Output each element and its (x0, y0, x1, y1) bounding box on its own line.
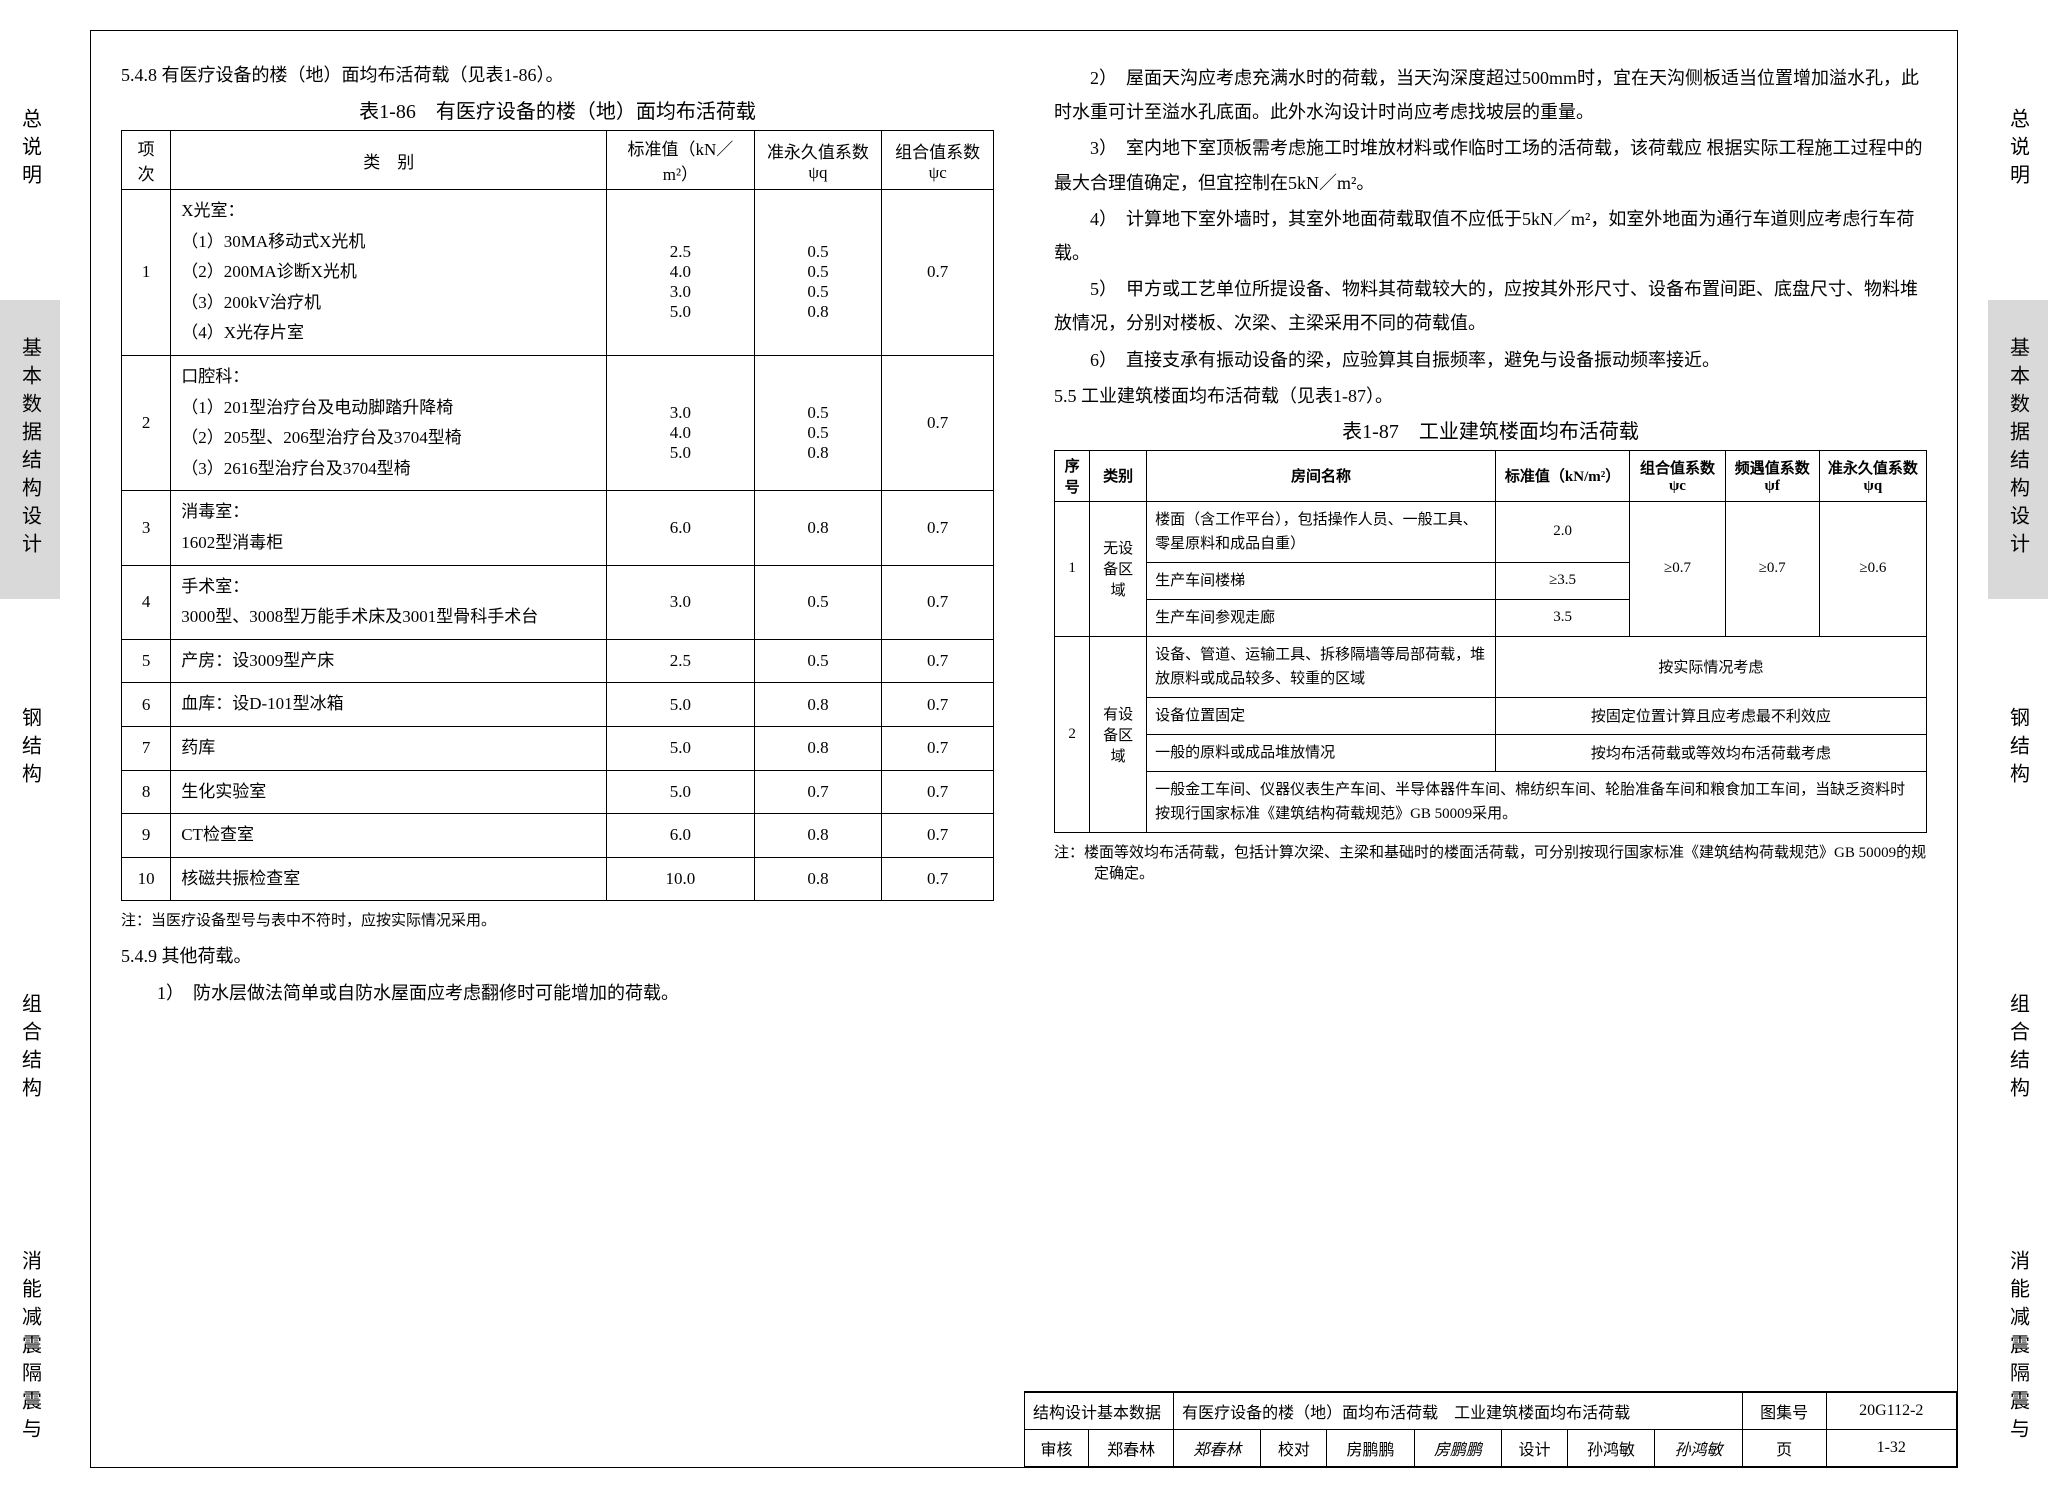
right-column: 2） 屋面天沟应考虑充满水时的荷载，当天沟深度超过500mm时，宜在天沟侧板适当… (1024, 31, 1957, 1467)
tab-basic-data[interactable]: 基本数据 结构设计 (0, 300, 60, 600)
left-column: 5.4.8 有医疗设备的楼（地）面均布活荷载（见表1-86）。 表1-86 有医… (91, 31, 1024, 1467)
t86-h-pc: 组合值系数ψc (882, 131, 994, 190)
tab-steel-r[interactable]: 钢结构 (1988, 599, 2048, 899)
t87-note: 注：楼面等效均布活荷载，包括计算次梁、主梁和基础时的楼面活荷载，可分别按现行国家… (1054, 841, 1927, 883)
t87-r2-cat: 有设备区域 (1090, 636, 1147, 832)
sec-5-5: 5.5 工业建筑楼面均布活荷载（见表1-87）。 (1054, 379, 1927, 413)
p5: 5） 甲方或工艺单位所提设备、物料其荷载较大的，应按其外形尺寸、设备布置间距、底… (1054, 272, 1927, 340)
sec-5-4-8: 5.4.8 有医疗设备的楼（地）面均布活荷载（见表1-86）。 (121, 61, 994, 87)
p2: 2） 屋面天沟应考虑充满水时的荷载，当天沟深度超过500mm时，宜在天沟侧板适当… (1054, 61, 1927, 129)
tab-steel[interactable]: 钢结构 (0, 599, 60, 899)
t86-note: 注：当医疗设备型号与表中不符时，应按实际情况采用。 (121, 909, 994, 930)
p4: 4） 计算地下室外墙时，其室外地面荷载取值不应低于5kN／m²，如室外地面为通行… (1054, 202, 1927, 270)
tab-basic-data-r[interactable]: 基本数据 结构设计 (1988, 300, 2048, 600)
tab-seismic[interactable]: 消能减震 隔震与 (0, 1198, 60, 1498)
table-1-86-title: 表1-86 有医疗设备的楼（地）面均布活荷载 (121, 95, 994, 124)
side-tabs-right: 总说明 基本数据 结构设计 钢结构 组合结构 消能减震 隔震与 (1988, 0, 2048, 1498)
p-5-4-9-1: 1） 防水层做法简单或自防水屋面应考虑翻修时可能增加的荷载。 (121, 976, 994, 1010)
t86-h-cat: 类 别 (171, 131, 607, 190)
tab-overview-r[interactable]: 总说明 (1988, 0, 2048, 300)
tab-overview[interactable]: 总说明 (0, 0, 60, 300)
t86-h-std: 标准值（kN／m²） (607, 131, 754, 190)
page-frame: 5.4.8 有医疗设备的楼（地）面均布活荷载（见表1-86）。 表1-86 有医… (90, 30, 1958, 1468)
tab-seismic-r[interactable]: 消能减震 隔震与 (1988, 1198, 2048, 1498)
t86-h-pq: 准永久值系数ψq (754, 131, 882, 190)
sec-5-4-9: 5.4.9 其他荷载。 (121, 942, 994, 968)
t86-h-n: 项次 (122, 131, 171, 190)
footer-block: 结构设计基本数据 有医疗设备的楼（地）面均布活荷载 工业建筑楼面均布活荷载 图集… (1024, 1391, 1957, 1467)
p3: 3） 室内地下室顶板需考虑施工时堆放材料或作临时工场的活荷载，该荷载应 根据实际… (1054, 131, 1927, 199)
table-1-87: 序号 类别 房间名称 标准值（kN/m²） 组合值系数ψc 频遇值系数ψf 准永… (1054, 450, 1927, 833)
table-1-86: 项次 类 别 标准值（kN／m²） 准永久值系数ψq 组合值系数ψc 1X光室：… (121, 130, 994, 901)
tab-composite-r[interactable]: 组合结构 (1988, 899, 2048, 1199)
side-tabs-left: 总说明 基本数据 结构设计 钢结构 组合结构 消能减震 隔震与 (0, 0, 60, 1498)
table-1-87-title: 表1-87 工业建筑楼面均布活荷载 (1054, 415, 1927, 444)
tab-composite[interactable]: 组合结构 (0, 899, 60, 1199)
p6: 6） 直接支承有振动设备的梁，应验算其自振频率，避免与设备振动频率接近。 (1054, 343, 1927, 377)
t87-r1-n: 1 (1055, 501, 1090, 636)
t87-r2-n: 2 (1055, 636, 1090, 832)
t87-r1-cat: 无设备区域 (1090, 501, 1147, 636)
footer-table: 结构设计基本数据 有医疗设备的楼（地）面均布活荷载 工业建筑楼面均布活荷载 图集… (1024, 1392, 1957, 1467)
